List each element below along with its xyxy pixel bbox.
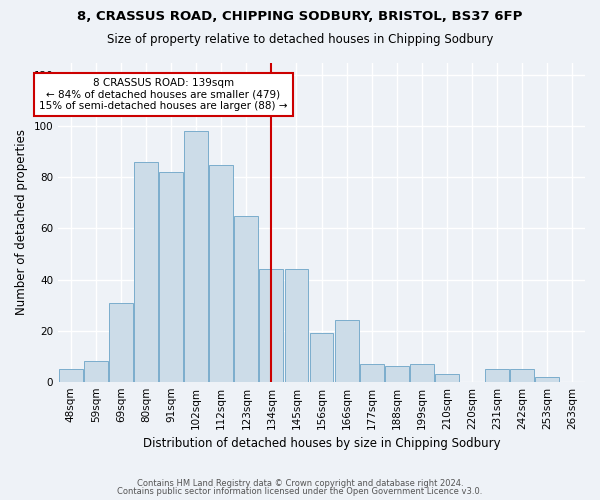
Bar [535, 376, 559, 382]
Bar [284, 270, 308, 382]
Y-axis label: Number of detached properties: Number of detached properties [15, 129, 28, 315]
X-axis label: Distribution of detached houses by size in Chipping Sodbury: Distribution of detached houses by size … [143, 437, 500, 450]
Bar [184, 132, 208, 382]
Bar [485, 369, 509, 382]
Bar [159, 172, 183, 382]
Text: Contains public sector information licensed under the Open Government Licence v3: Contains public sector information licen… [118, 487, 482, 496]
Bar [335, 320, 359, 382]
Bar [134, 162, 158, 382]
Text: Contains HM Land Registry data © Crown copyright and database right 2024.: Contains HM Land Registry data © Crown c… [137, 478, 463, 488]
Bar [310, 333, 334, 382]
Bar [435, 374, 459, 382]
Text: 8, CRASSUS ROAD, CHIPPING SODBURY, BRISTOL, BS37 6FP: 8, CRASSUS ROAD, CHIPPING SODBURY, BRIST… [77, 10, 523, 23]
Bar [59, 369, 83, 382]
Text: Size of property relative to detached houses in Chipping Sodbury: Size of property relative to detached ho… [107, 32, 493, 46]
Bar [410, 364, 434, 382]
Bar [209, 164, 233, 382]
Bar [511, 369, 534, 382]
Bar [235, 216, 258, 382]
Text: 8 CRASSUS ROAD: 139sqm
← 84% of detached houses are smaller (479)
15% of semi-de: 8 CRASSUS ROAD: 139sqm ← 84% of detached… [39, 78, 288, 111]
Bar [109, 302, 133, 382]
Bar [84, 362, 108, 382]
Bar [385, 366, 409, 382]
Bar [259, 270, 283, 382]
Bar [360, 364, 383, 382]
